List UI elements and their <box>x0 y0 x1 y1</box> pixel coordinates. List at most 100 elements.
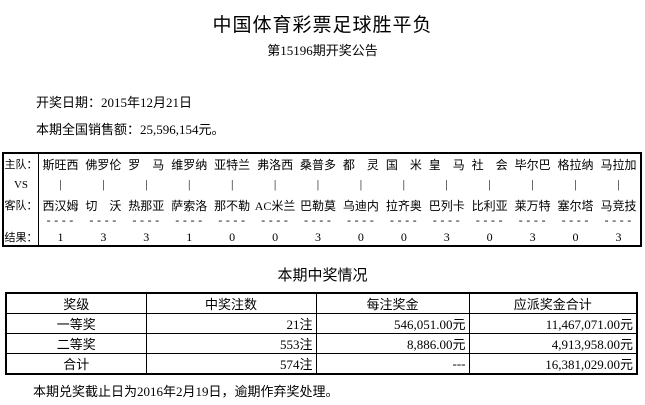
dash-line: ---- <box>431 216 462 228</box>
col-header-prize-level: 奖级 <box>5 292 147 314</box>
home-team-name: 罗 马 <box>128 157 165 172</box>
vs-bar: | <box>273 177 277 191</box>
away-team-name: 莱万特 <box>514 198 551 213</box>
total-payout: 16,381,029.00元 <box>468 353 638 375</box>
match-table-label-column: 主队： VS 客队： 结果： <box>4 154 39 245</box>
issue-subtitle: 第15196期开奖公告 <box>267 43 378 58</box>
away-team-name: 巴勒莫 <box>299 198 336 213</box>
home-team-name: 佛罗伦 <box>85 157 122 172</box>
page-title: 中国体育彩票足球胜平负 <box>212 15 433 36</box>
col-header-prize-per-bet: 每注奖金 <box>315 292 470 314</box>
vs-bar: | <box>145 177 148 191</box>
redemption-deadline-note: 本期兑奖截止日为2016年2月19日，逾期作弃奖处理。 <box>33 384 339 399</box>
dash-line: ---- <box>88 216 119 228</box>
away-team-name: 乌迪内 <box>342 198 379 213</box>
match-column: 弗洛西 | AC米兰 ---- 0 <box>254 154 297 245</box>
match-column: 罗 马 | 热那亚 ---- 3 <box>125 154 168 245</box>
match-result: 0 <box>486 229 493 244</box>
vs-bar: | <box>188 177 191 191</box>
dash-line: ---- <box>131 216 162 228</box>
dash-line: ---- <box>517 216 548 228</box>
home-team-name: 都 灵 <box>342 157 379 172</box>
match-result: 3 <box>143 229 150 244</box>
sales-label: 本期全国销售额： <box>36 122 141 137</box>
draw-date-label: 开奖日期： <box>36 95 102 110</box>
away-team-name: 西汉姆 <box>42 198 79 213</box>
sales-line: 本期全国销售额：25,596,154元。 <box>36 119 225 138</box>
dash-line: ---- <box>560 216 591 228</box>
prize-row-total: 合计 574注 --- 16,381,029.00元 <box>5 353 638 375</box>
home-team-name: 皇 马 <box>428 157 465 172</box>
col-header-winning-bets: 中奖注数 <box>145 292 317 314</box>
match-column: 皇 马 | 巴列卡 ---- 3 <box>425 154 468 245</box>
away-team-name: 比利亚 <box>471 198 508 213</box>
vs-bar: | <box>488 177 491 191</box>
match-column: 维罗纳 | 萨索洛 ---- 1 <box>168 154 211 245</box>
match-column: 格拉纳 | 塞尔塔 ---- 0 <box>554 154 597 245</box>
home-team-name: 斯旺西 <box>42 157 79 172</box>
prize-per-bet: 546,051.00元 <box>315 313 470 334</box>
away-team-name: 那不勒 <box>214 198 251 213</box>
total-payout: 4,913,958.00元 <box>468 333 638 354</box>
dash-line: ---- <box>302 216 334 228</box>
match-result: 3 <box>100 229 107 244</box>
match-result: 3 <box>314 229 321 244</box>
col-header-total-payout: 应派奖金合计 <box>468 292 638 314</box>
match-result: 3 <box>615 229 622 244</box>
match-table: 主队： VS 客队： 结果： 斯旺西 | 西汉姆 ---- 1 佛罗伦 | 切 … <box>2 152 642 247</box>
match-column: 毕尔巴 | 莱万特 ---- 3 <box>511 154 554 245</box>
home-team-name: 亚特兰 <box>214 157 251 172</box>
prize-per-bet: 8,886.00元 <box>315 333 470 354</box>
match-column: 斯旺西 | 西汉姆 ---- 1 <box>39 154 82 245</box>
match-result: 0 <box>229 229 236 244</box>
away-team-name: AC米兰 <box>254 198 296 213</box>
match-result: 0 <box>400 229 407 244</box>
vs-bar: | <box>59 177 62 191</box>
dash-line: ---- <box>45 216 76 228</box>
vs-bar: | <box>531 177 534 191</box>
vs-bar: | <box>230 177 234 191</box>
vs-bar: | <box>316 177 320 191</box>
match-result: 3 <box>443 229 450 244</box>
dash-line: ---- <box>388 216 420 228</box>
match-result: 0 <box>572 229 579 244</box>
prize-row-first: 一等奖 21注 546,051.00元 11,467,071.00元 <box>5 313 638 334</box>
dash-line: ---- <box>603 216 634 228</box>
prize-level: 二等奖 <box>5 333 147 354</box>
total-payout: 11,467,071.00元 <box>468 313 638 334</box>
vs-bar: | <box>574 177 577 191</box>
home-team-name: 国 米 <box>385 157 422 172</box>
draw-date-value: 2015年12月21日 <box>101 95 193 110</box>
prize-level: 一等奖 <box>5 313 147 334</box>
match-column: 都 灵 | 乌迪内 ---- 0 <box>339 154 382 245</box>
home-team-name: 马拉加 <box>600 157 637 172</box>
away-team-name: 拉齐奥 <box>385 198 422 213</box>
match-column: 亚特兰 | 那不勒 ---- 0 <box>211 154 254 245</box>
away-row-label: 客队： <box>4 200 38 212</box>
dash-line: ---- <box>216 216 248 228</box>
away-team-name: 塞尔塔 <box>557 198 594 213</box>
home-team-name: 毕尔巴 <box>514 157 551 172</box>
vs-row-label: VS <box>13 178 29 191</box>
winning-bets: 553注 <box>145 333 317 354</box>
dash-line: ---- <box>474 216 505 228</box>
match-result: 1 <box>57 229 64 244</box>
draw-date-line: 开奖日期：2015年12月21日 <box>36 92 192 111</box>
match-result: 0 <box>357 229 364 244</box>
dash-line: ---- <box>174 216 205 228</box>
match-column: 国 米 | 拉齐奥 ---- 0 <box>382 154 425 245</box>
home-team-name: 格拉纳 <box>557 157 594 172</box>
prize-table: 奖级 中奖注数 每注奖金 应派奖金合计 一等奖 21注 546,051.00元 … <box>5 292 638 375</box>
vs-bar: | <box>617 177 620 191</box>
match-column: 佛罗伦 | 切 沃 ---- 3 <box>82 154 125 245</box>
dash-row-label <box>4 215 38 229</box>
home-team-name: 弗洛西 <box>257 157 294 172</box>
dash-line: ---- <box>345 216 377 228</box>
prize-row-second: 二等奖 553注 8,886.00元 4,913,958.00元 <box>5 333 638 354</box>
away-team-name: 萨索洛 <box>171 198 208 213</box>
result-row-label: 结果： <box>4 232 38 244</box>
vs-bar: | <box>402 177 406 191</box>
dash-line: ---- <box>259 216 291 228</box>
away-team-name: 马竞技 <box>600 198 637 213</box>
